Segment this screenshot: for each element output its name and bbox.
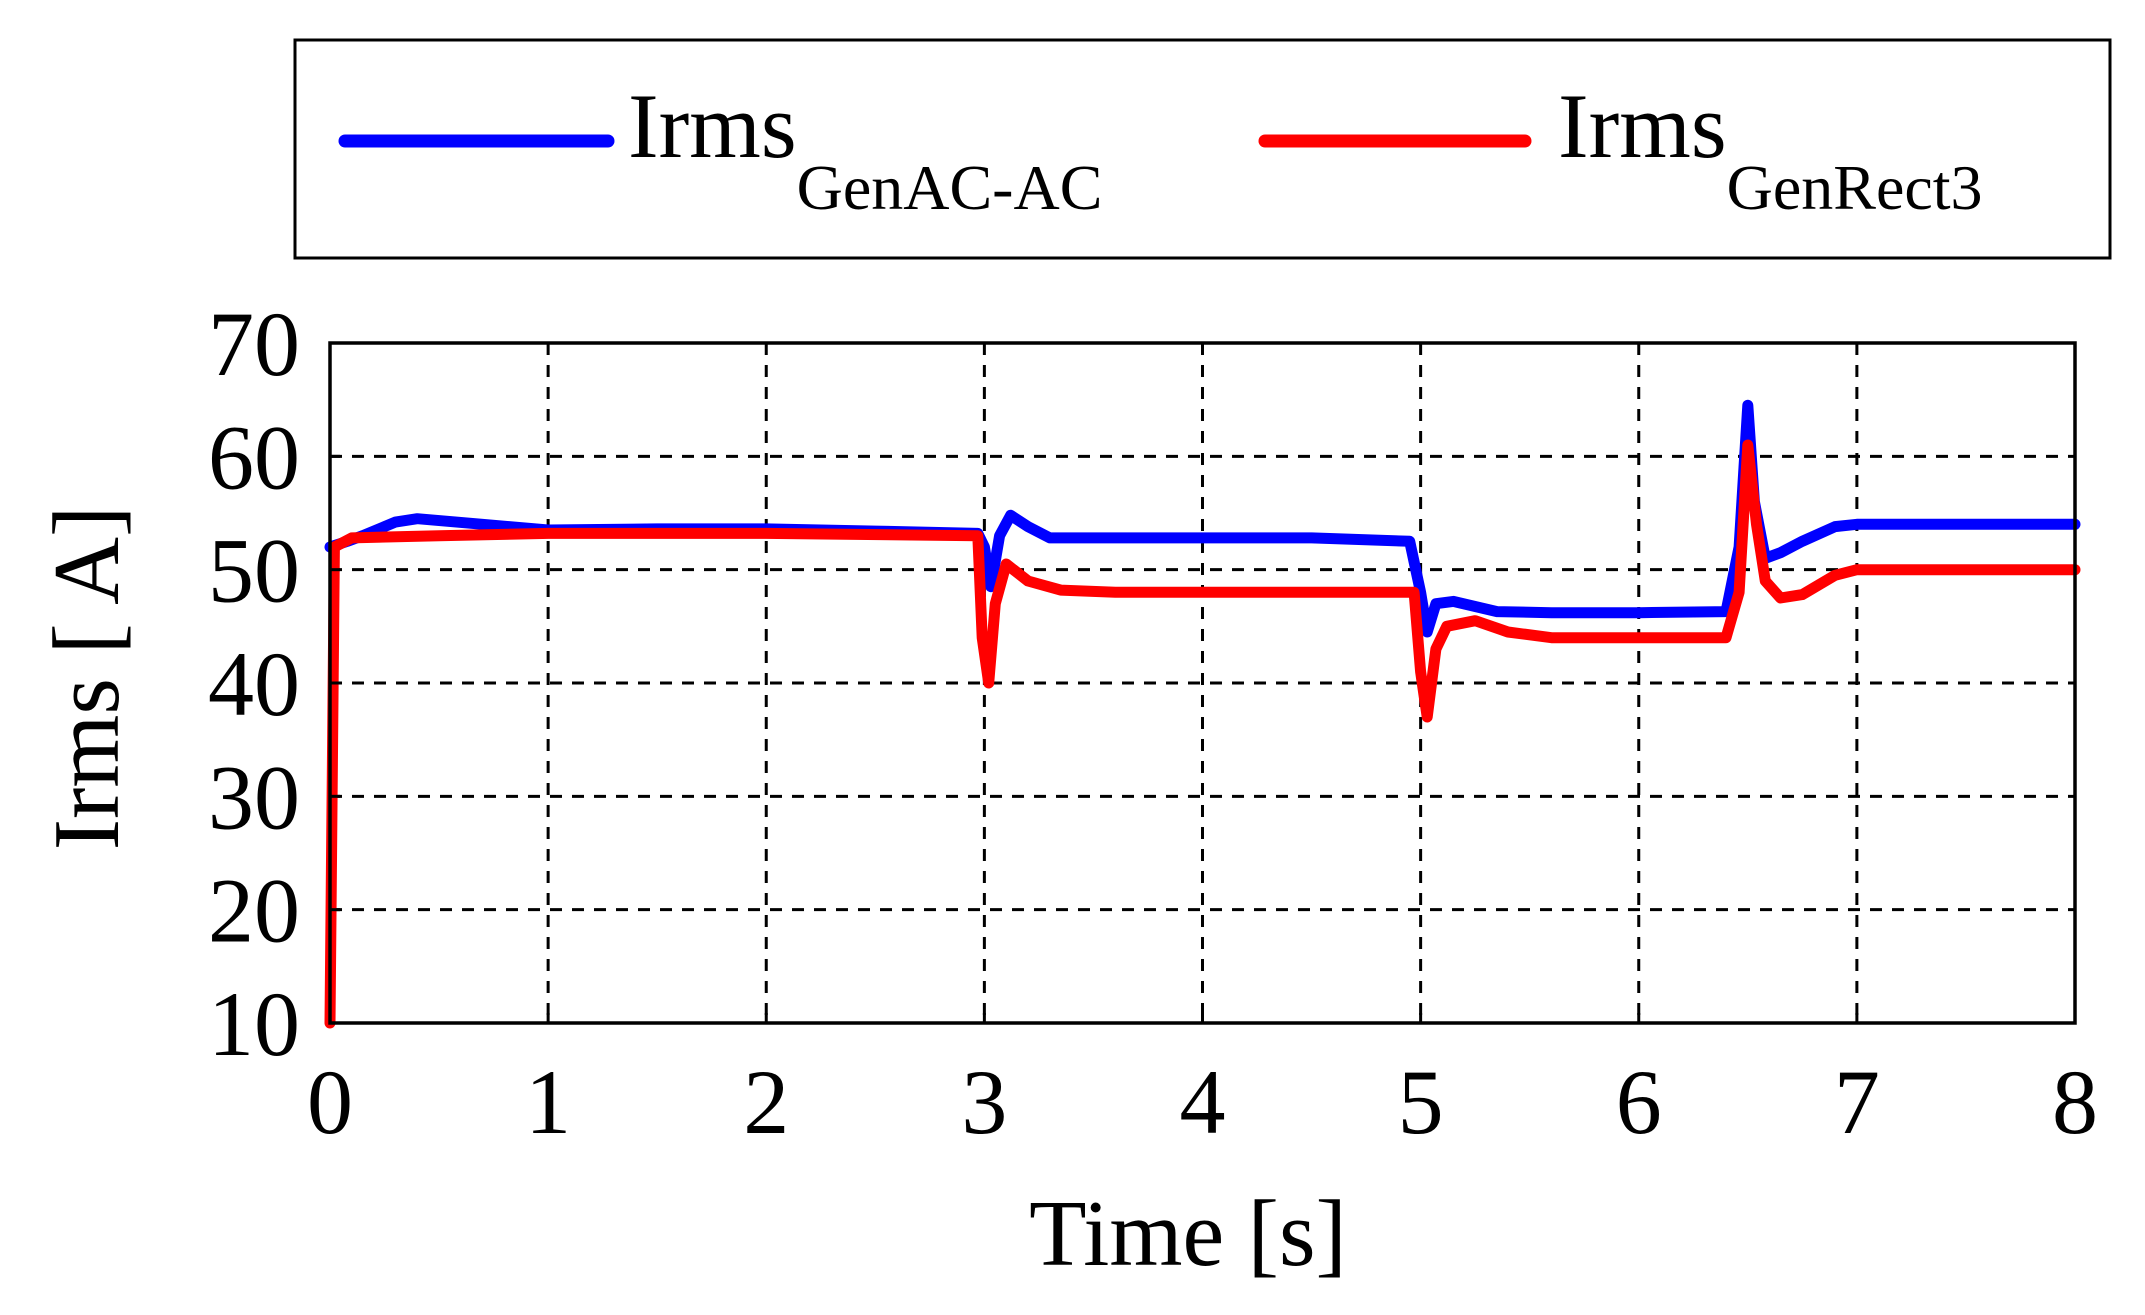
legend: IrmsGenAC-AC IrmsGenRect3 <box>293 38 2112 260</box>
x-tick-label: 8 <box>2052 1051 2098 1153</box>
y-tick-label: 60 <box>208 406 300 508</box>
x-tick-label: 6 <box>1616 1051 1662 1153</box>
y-tick-label: 30 <box>208 746 300 848</box>
y-tick-label: 10 <box>208 973 300 1075</box>
x-axis-label: Time [s] <box>1029 1182 1347 1286</box>
y-tick-label: 20 <box>208 860 300 962</box>
x-axis-ticks: 0 1 2 3 4 5 6 7 8 <box>307 1013 2098 1153</box>
grid <box>330 343 2075 1023</box>
y-axis-label: Irms [ A] <box>35 506 139 851</box>
x-tick-label: 1 <box>525 1051 571 1153</box>
series-line-genrect3 <box>324 439 2081 1029</box>
x-tick-label: 0 <box>307 1051 353 1153</box>
y-tick-label: 50 <box>208 520 300 622</box>
y-axis-ticks: 10 20 30 40 50 60 70 <box>208 293 340 1075</box>
x-tick-label: 2 <box>743 1051 789 1153</box>
legend-label-genac-ac-main: Irms <box>628 75 797 177</box>
x-tick-label: 5 <box>1398 1051 1444 1153</box>
series-group <box>324 399 2081 1029</box>
legend-label-genac-ac-sub: GenAC-AC <box>797 152 1103 223</box>
legend-box <box>293 38 2112 260</box>
x-tick-label: 7 <box>1834 1051 1880 1153</box>
y-tick-label: 40 <box>208 633 300 735</box>
x-tick-label: 4 <box>1180 1051 1226 1153</box>
legend-label-genrect3-sub: GenRect3 <box>1727 152 1983 223</box>
legend-label-genac-ac: IrmsGenAC-AC <box>628 75 1102 223</box>
y-tick-label: 70 <box>208 293 300 395</box>
legend-label-genrect3: IrmsGenRect3 <box>1558 75 1983 223</box>
x-tick-label: 3 <box>961 1051 1007 1153</box>
legend-label-genrect3-main: Irms <box>1558 75 1727 177</box>
